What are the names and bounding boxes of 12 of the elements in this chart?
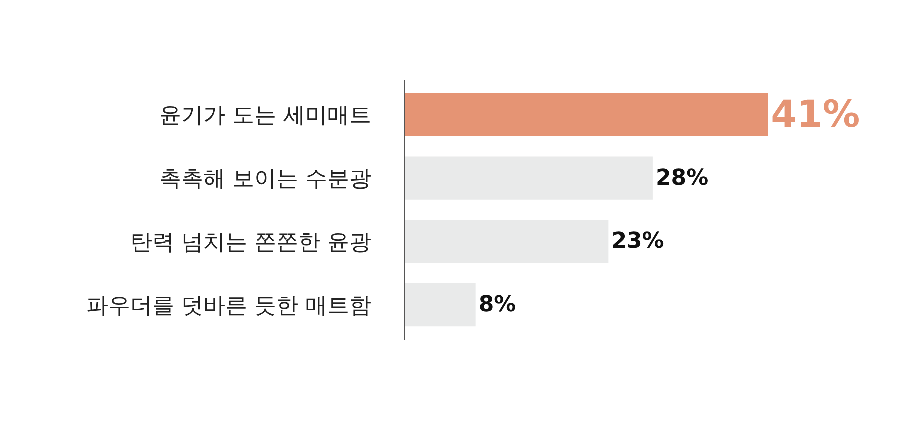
y-tick-label: 파우더를 덧바른 듯한 매트함 [86,294,372,319]
y-tick-label: 윤기가 도는 세미매트 [160,104,372,129]
bar [405,284,476,327]
bar [405,93,768,136]
data-label: 41% [771,92,860,136]
y-tick-label: 탄력 넘치는 쫀쫀한 윤광 [130,230,372,256]
data-label: 28% [656,166,709,191]
y-tick-label: 촉촉해 보이는 수분광 [160,166,372,192]
data-label: 23% [612,229,664,254]
bar [405,220,609,264]
data-label: 8% [478,292,516,318]
bar [405,156,653,200]
